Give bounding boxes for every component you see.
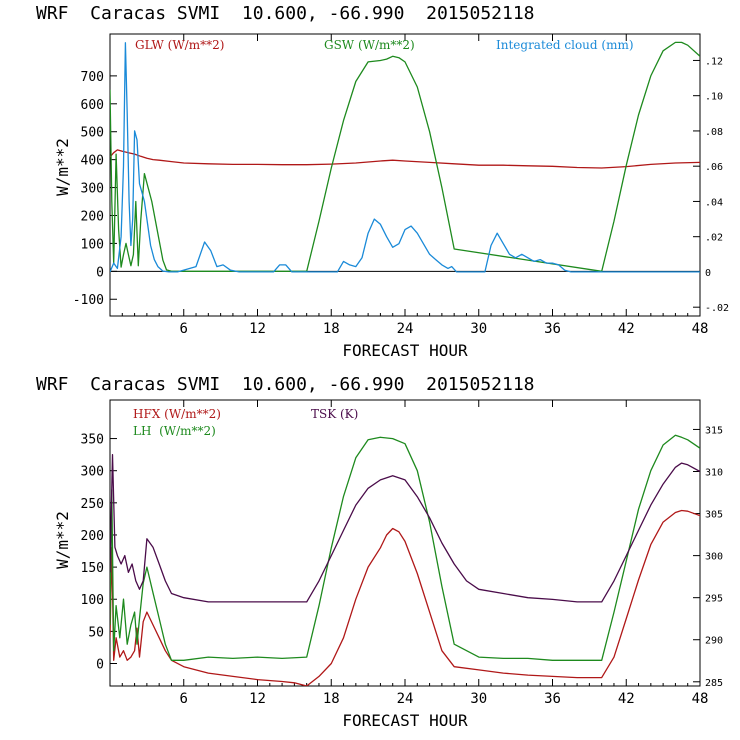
x-tick-label: 6 [180, 691, 188, 707]
x-tick-label: 30 [470, 321, 487, 337]
series-line-tsk-k [110, 454, 700, 603]
plot-frame [109, 33, 701, 317]
x-tick-label: 36 [544, 691, 561, 707]
y2-tick-label: .06 [705, 162, 723, 173]
y-tick-label: 400 [81, 154, 104, 169]
y-tick-label: 300 [81, 465, 104, 480]
x-tick-label: 12 [249, 321, 266, 337]
x-tick-label: 24 [397, 691, 414, 707]
x-tick-label: 30 [470, 691, 487, 707]
x-tick-label: 48 [692, 691, 709, 707]
x-axis-label: FORECAST HOUR [342, 711, 468, 730]
y-tick-label: 250 [81, 497, 104, 512]
legend-entry: TSK (K) [311, 407, 358, 421]
y-tick-label: 0 [96, 265, 104, 280]
series-line-hfx-w-m-2 [110, 509, 700, 686]
y-tick-label: 200 [81, 209, 104, 224]
y-tick-label: 200 [81, 529, 104, 544]
x-axis-label: FORECAST HOUR [342, 341, 468, 360]
y2-tick-label: 290 [705, 636, 723, 647]
series-line-lh-w-m-2 [110, 434, 700, 661]
y-tick-label: 150 [81, 561, 104, 576]
x-tick-label: 42 [618, 691, 635, 707]
y2-tick-label: .10 [705, 92, 723, 103]
series-line-gsw-w-m-2 [110, 41, 700, 272]
chart-title: WRF Caracas SVMI 10.600, -66.990 2015052… [36, 3, 535, 24]
x-tick-label: 18 [323, 321, 340, 337]
x-tick-label: 24 [397, 321, 414, 337]
y2-tick-label: .04 [705, 197, 723, 208]
legend-entry: GSW (W/m**2) [324, 38, 415, 52]
y2-tick-label: 295 [705, 594, 723, 605]
y2-tick-label: .08 [705, 127, 723, 138]
y-tick-label: 100 [81, 237, 104, 252]
legend-entry: GLW (W/m**2) [135, 38, 224, 52]
chart-panel-1: WRF Caracas SVMI 10.600, -66.990 2015052… [36, 3, 729, 360]
y-tick-label: 600 [81, 98, 104, 113]
y2-tick-label: 0 [705, 268, 711, 279]
x-tick-label: 48 [692, 321, 709, 337]
x-tick-label: 36 [544, 321, 561, 337]
y2-tick-label: .12 [705, 56, 723, 67]
y-axis-label: W/m**2 [53, 138, 72, 196]
series-line-glw-w-m-2 [110, 149, 700, 169]
y2-tick-label: 285 [705, 678, 723, 689]
y-axis-label: W/m**2 [53, 511, 72, 569]
x-tick-label: 42 [618, 321, 635, 337]
y-tick-label: 50 [88, 625, 104, 640]
legend-entry: Integrated cloud (mm) [496, 38, 634, 52]
x-tick-label: 6 [180, 321, 188, 337]
y2-tick-label: .02 [705, 233, 723, 244]
legend-entry: LH (W/m**2) [133, 424, 216, 438]
y-tick-label: 500 [81, 126, 104, 141]
y-tick-label: 350 [81, 433, 104, 448]
y-tick-label: 0 [96, 658, 104, 673]
y-tick-label: 100 [81, 593, 104, 608]
legend-entry: HFX (W/m**2) [133, 407, 221, 421]
y2-tick-label: 315 [705, 425, 723, 436]
y2-tick-label: 300 [705, 552, 723, 563]
y2-tick-label: -.02 [705, 303, 729, 314]
x-tick-label: 12 [249, 691, 266, 707]
series-line-integrated-cloud-mm [110, 42, 700, 273]
y-tick-label: 700 [81, 70, 104, 85]
chart-panel-2: WRF Caracas SVMI 10.600, -66.990 2015052… [36, 374, 723, 730]
chart-title: WRF Caracas SVMI 10.600, -66.990 2015052… [36, 374, 535, 395]
y-tick-label: 300 [81, 182, 104, 197]
x-tick-label: 18 [323, 691, 340, 707]
y2-tick-label: 305 [705, 510, 723, 521]
y2-tick-label: 310 [705, 468, 723, 479]
y-tick-label: -100 [73, 293, 104, 308]
